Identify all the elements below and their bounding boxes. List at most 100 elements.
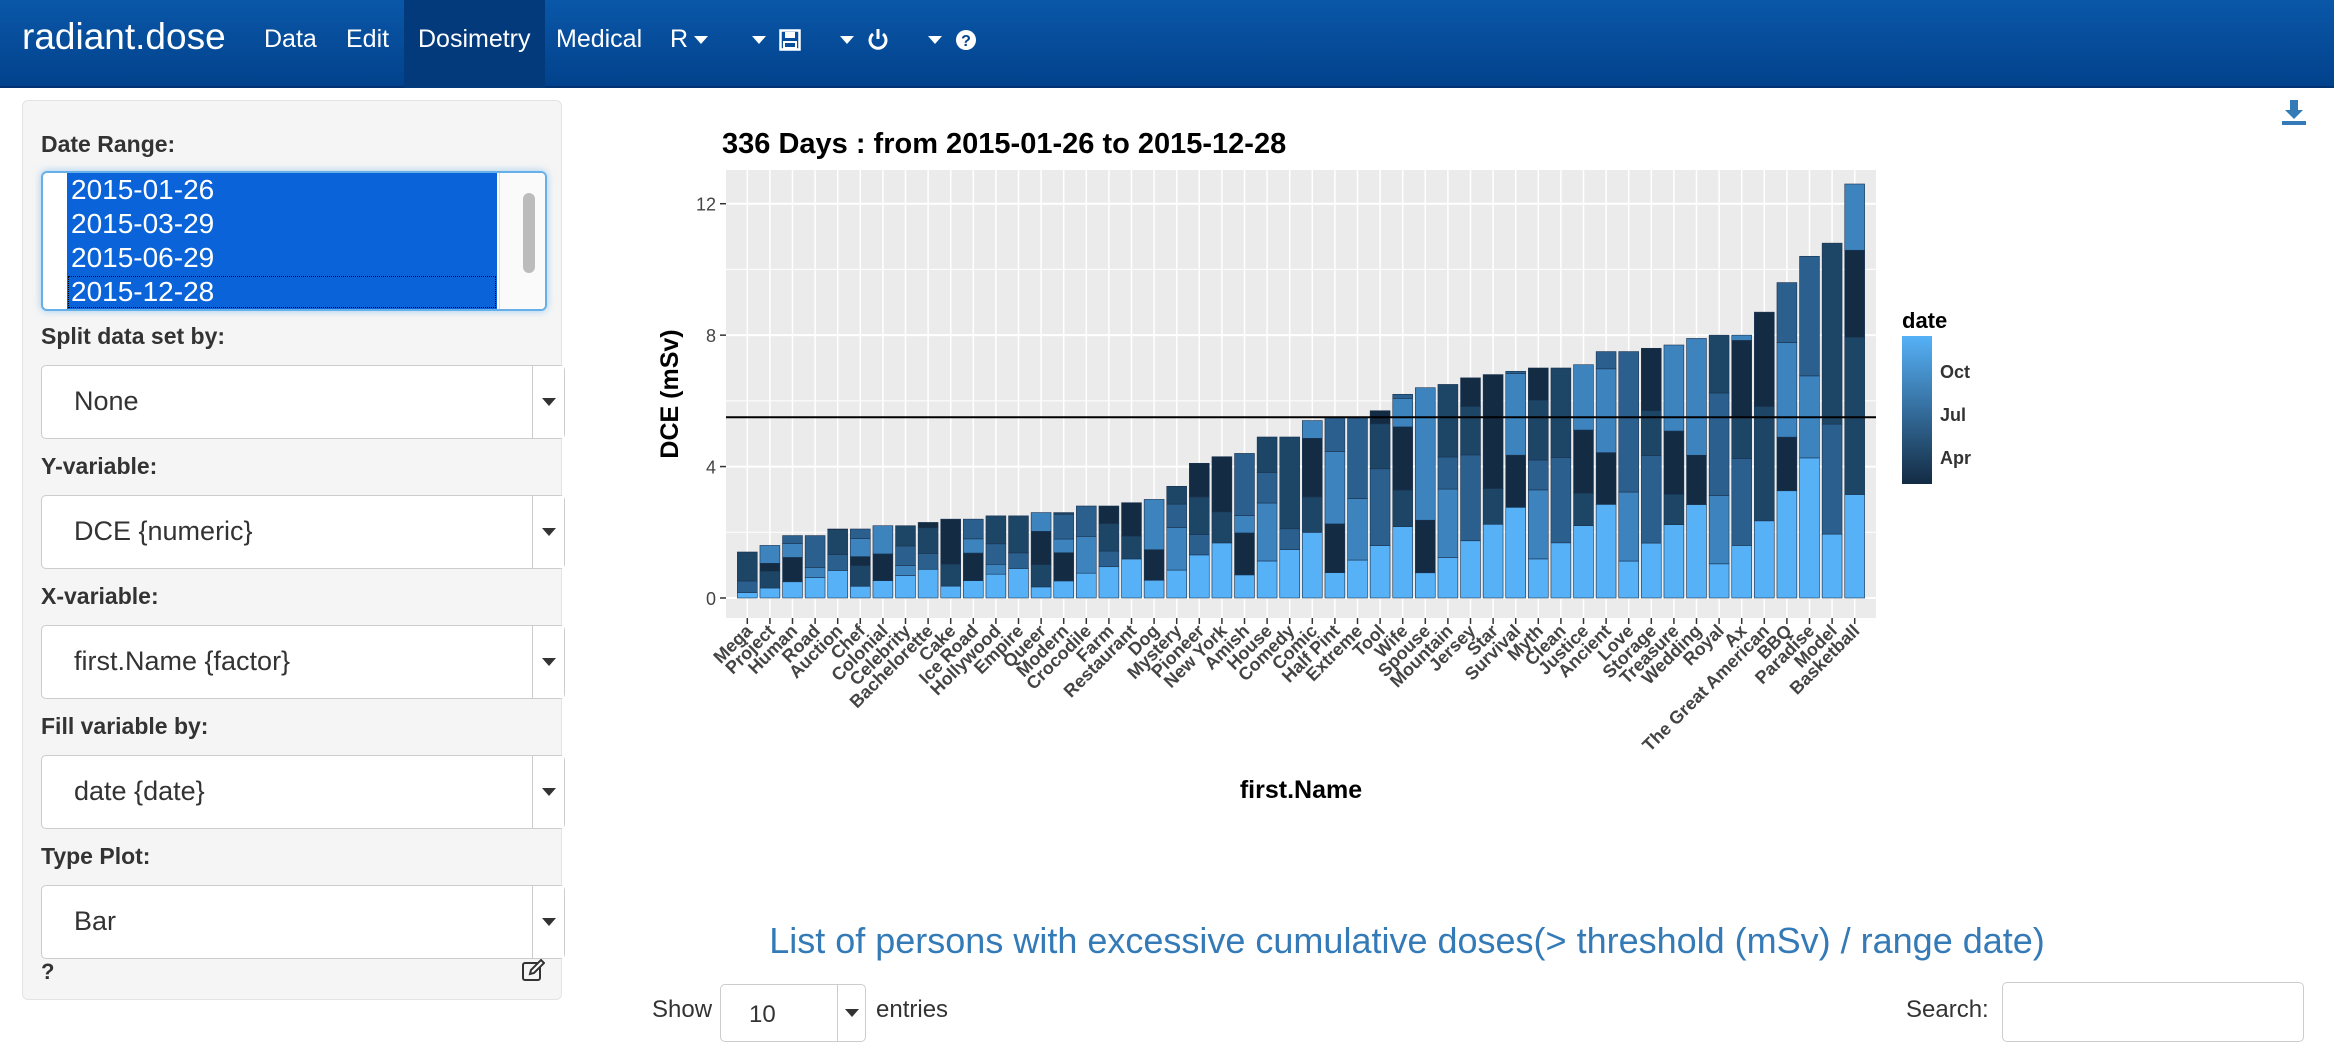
bar-segment[interactable] — [850, 538, 871, 557]
bar-the-great-american[interactable] — [1754, 311, 1775, 599]
bar-segment[interactable] — [1076, 505, 1097, 537]
bar-mega[interactable] — [737, 551, 758, 599]
bar-justice[interactable] — [1573, 364, 1594, 599]
bar-segment[interactable] — [985, 543, 1007, 565]
bar-star[interactable] — [1482, 374, 1504, 599]
entries-length-select[interactable]: 10 — [720, 984, 866, 1042]
nav-edit[interactable]: Edit — [346, 0, 389, 88]
help-link[interactable]: ? — [41, 959, 55, 984]
bar-queer[interactable] — [1030, 512, 1052, 599]
bar-segment[interactable] — [759, 570, 781, 589]
date-option[interactable]: 2015-03-29 — [67, 207, 497, 241]
bar-segment[interactable] — [1754, 520, 1775, 599]
bar-segment[interactable] — [1189, 462, 1210, 498]
bar-segment[interactable] — [1053, 512, 1074, 515]
bar-segment[interactable] — [1324, 523, 1346, 573]
bar-segment[interactable] — [1550, 457, 1572, 544]
bar-segment[interactable] — [1053, 538, 1074, 554]
bar-segment[interactable] — [1460, 377, 1481, 407]
bar-segment[interactable] — [1550, 542, 1572, 599]
date-option[interactable]: 2015-01-26 — [67, 173, 497, 207]
bar-wife[interactable] — [1392, 393, 1413, 599]
bar-bachelorette[interactable] — [917, 522, 939, 599]
bar-segment[interactable] — [872, 525, 894, 555]
bar-new-york[interactable] — [1211, 456, 1233, 599]
bar-segment[interactable] — [1754, 311, 1775, 407]
bar-segment[interactable] — [850, 556, 871, 566]
bar-segment[interactable] — [1573, 525, 1594, 599]
nav-dosimetry[interactable]: Dosimetry — [404, 0, 545, 88]
bar-segment[interactable] — [1482, 523, 1504, 599]
bar-segment[interactable] — [1347, 498, 1368, 561]
brand[interactable]: radiant.dose — [22, 16, 226, 57]
bar-segment[interactable] — [1098, 566, 1120, 599]
bar-segment[interactable] — [1189, 554, 1210, 599]
fill-variable-dropdown-button[interactable] — [532, 756, 564, 828]
y-variable-select[interactable]: DCE {numeric} — [41, 495, 565, 569]
bar-segment[interactable] — [1731, 545, 1752, 599]
bar-segment[interactable] — [1550, 367, 1572, 458]
bar-dog[interactable] — [1143, 499, 1165, 599]
bar-segment[interactable] — [1415, 572, 1436, 599]
bar-segment[interactable] — [827, 529, 848, 555]
bar-segment[interactable] — [940, 518, 961, 565]
bar-segment[interactable] — [737, 580, 758, 593]
bar-segment[interactable] — [1279, 436, 1300, 530]
bar-royal[interactable] — [1708, 334, 1730, 599]
bar-segment[interactable] — [1776, 490, 1798, 599]
bar-segment[interactable] — [1369, 468, 1391, 546]
date-option[interactable]: 2015-06-29 — [67, 241, 497, 275]
bar-segment[interactable] — [1460, 454, 1481, 542]
bar-segment[interactable] — [1505, 370, 1526, 374]
bar-segment[interactable] — [1595, 351, 1617, 370]
bar-segment[interactable] — [1098, 550, 1120, 568]
bar-segment[interactable] — [759, 587, 781, 599]
bar-segment[interactable] — [1618, 560, 1639, 599]
bar-segment[interactable] — [1595, 368, 1617, 453]
bar-hollywood[interactable] — [985, 515, 1007, 599]
bar-segment[interactable] — [1595, 504, 1617, 599]
bar-segment[interactable] — [1076, 572, 1097, 599]
bar-segment[interactable] — [1234, 453, 1255, 516]
nav-r-menu[interactable]: R — [670, 0, 714, 88]
bar-segment[interactable] — [1776, 436, 1798, 492]
bar-segment[interactable] — [1415, 519, 1436, 574]
bar-segment[interactable] — [1324, 572, 1346, 599]
bar-celebrity[interactable] — [895, 525, 916, 599]
bar-segment[interactable] — [1844, 494, 1865, 599]
bar-segment[interactable] — [963, 552, 984, 581]
bar-segment[interactable] — [963, 580, 984, 599]
bar-basketball[interactable] — [1844, 183, 1865, 599]
bar-segment[interactable] — [1708, 392, 1730, 496]
bar-restaurant[interactable] — [1121, 502, 1142, 599]
bar-segment[interactable] — [1143, 499, 1165, 550]
bar-wedding[interactable] — [1686, 338, 1707, 599]
type-plot-dropdown-button[interactable] — [532, 886, 564, 958]
bar-segment[interactable] — [1505, 507, 1526, 599]
bar-segment[interactable] — [1686, 454, 1707, 505]
bar-segment[interactable] — [782, 581, 803, 599]
bar-road[interactable] — [804, 535, 826, 599]
bar-bbq[interactable] — [1776, 282, 1798, 599]
nav-save-menu[interactable] — [746, 0, 801, 88]
bar-segment[interactable] — [827, 554, 848, 571]
bar-spouse[interactable] — [1415, 387, 1436, 599]
bar-segment[interactable] — [1641, 455, 1662, 544]
bar-segment[interactable] — [1618, 491, 1639, 562]
bar-segment[interactable] — [1528, 399, 1549, 461]
date-range-listbox[interactable]: 2015-01-26 2015-03-29 2015-06-29 2015-12… — [41, 171, 547, 311]
bar-segment[interactable] — [804, 577, 826, 599]
nav-medical[interactable]: Medical — [556, 0, 642, 88]
y-variable-dropdown-button[interactable] — [532, 496, 564, 568]
bar-segment[interactable] — [1234, 574, 1255, 599]
bar-myth[interactable] — [1528, 367, 1549, 599]
bar-segment[interactable] — [1392, 398, 1413, 428]
bar-segment[interactable] — [872, 553, 894, 581]
bar-segment[interactable] — [1008, 552, 1029, 569]
bar-segment[interactable] — [1641, 347, 1662, 412]
download-icon[interactable] — [2280, 98, 2308, 126]
bar-segment[interactable] — [1369, 423, 1391, 470]
bar-segment[interactable] — [1166, 503, 1187, 528]
bar-segment[interactable] — [1098, 523, 1120, 552]
bar-segment[interactable] — [1098, 505, 1120, 524]
